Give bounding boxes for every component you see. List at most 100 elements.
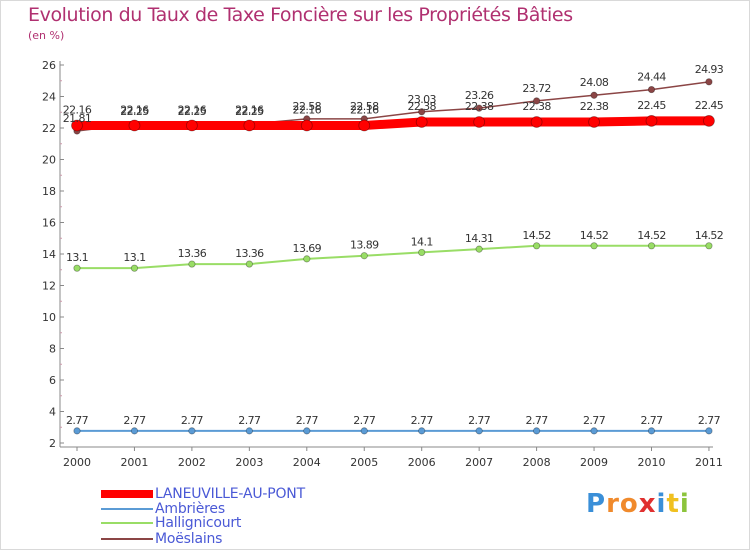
data-point-hallignicourt [647, 242, 656, 250]
y-tick-label: 18 [42, 185, 56, 198]
y-tick-label: 10 [42, 311, 56, 324]
data-label-ambri-res: 2.77 [526, 414, 549, 427]
y-tick-label: 26 [42, 59, 56, 72]
data-label-ambri-res: 2.77 [583, 414, 606, 427]
data-point-hallignicourt [188, 260, 196, 268]
data-label-ambri-res: 2.77 [698, 414, 721, 427]
series-lines [76, 81, 710, 432]
data-label-mo-slains: 24.44 [637, 71, 666, 84]
y-tick-label: 20 [42, 154, 56, 167]
data-point-laneuville-au-pont [703, 115, 715, 127]
data-point-ambri-res [303, 427, 311, 435]
data-label-mo-slains: 22.25 [120, 105, 149, 118]
data-label-ambri-res: 2.77 [353, 414, 376, 427]
data-point-laneuville-au-pont [588, 116, 600, 128]
data-label-mo-slains: 23.26 [465, 89, 494, 102]
data-label-mo-slains: 21.81 [63, 112, 92, 125]
data-label-hallignicourt: 13.89 [350, 239, 379, 252]
series-line-hallignicourt [77, 244, 709, 270]
data-point-ambri-res [647, 427, 656, 435]
data-label-hallignicourt: 14.31 [465, 232, 494, 245]
data-point-hallignicourt [303, 255, 311, 263]
legend-swatch-laneuville [101, 490, 153, 498]
x-tick-label: 2005 [350, 456, 378, 469]
data-label-hallignicourt: 13.36 [235, 247, 264, 260]
data-point-laneuville-au-pont [530, 116, 543, 128]
data-point-laneuville-au-pont [185, 119, 198, 132]
data-label-laneuville-au-pont: 22.38 [465, 100, 494, 113]
data-point-laneuville-au-pont [358, 119, 371, 132]
data-label-laneuville-au-pont: 22.16 [120, 103, 149, 116]
logo-letter: P [586, 489, 607, 519]
x-tick-label: 2000 [63, 456, 91, 469]
legend-item-laneuville: LANEUVILLE-AU-PONT [101, 486, 305, 502]
data-point-mo-slains [532, 97, 541, 105]
y-tick-label: 14 [42, 248, 56, 261]
data-point-mo-slains [590, 91, 598, 99]
data-point-laneuville-au-pont [300, 119, 313, 132]
x-tick-label: 2002 [178, 456, 206, 469]
data-label-hallignicourt: 14.52 [522, 229, 551, 242]
data-label-hallignicourt: 14.52 [695, 229, 724, 242]
proxiti-logo: Proxiti [586, 489, 690, 519]
data-point-hallignicourt [418, 248, 426, 257]
y-tick-label: 22 [42, 122, 56, 135]
x-tick-label: 2004 [293, 456, 321, 469]
legend-swatch-moeslains [101, 538, 153, 540]
data-label-laneuville-au-pont: 22.16 [235, 103, 264, 116]
data-labels: 2.77 2.77 2.77 2.77 2.77 2.77 2.77 2.77 2.77 2.77… [63, 63, 725, 427]
data-point-mo-slains [705, 78, 713, 86]
x-tick-label: 2011 [695, 456, 723, 469]
data-label-hallignicourt: 13.1 [66, 251, 88, 264]
data-label-mo-slains: 23.03 [407, 93, 436, 106]
legend-label-moeslains: Moëslains [155, 531, 223, 547]
data-point-ambri-res [73, 427, 81, 435]
data-label-mo-slains: 22.25 [235, 105, 264, 118]
data-label-laneuville-au-pont: 22.16 [350, 103, 379, 116]
legend-swatch-ambrieres [101, 508, 153, 510]
data-point-laneuville-au-pont [645, 115, 658, 127]
data-label-ambri-res: 2.77 [181, 414, 204, 427]
data-point-hallignicourt [360, 252, 368, 260]
data-point-ambri-res [532, 427, 541, 435]
chart-title: Evolution du Taux de Taxe Foncière sur l… [28, 4, 573, 26]
data-point-laneuville-au-pont [243, 119, 256, 132]
data-label-laneuville-au-pont: 22.45 [695, 99, 724, 112]
data-label-ambri-res: 2.77 [66, 414, 89, 427]
data-point-hallignicourt [532, 242, 541, 250]
data-label-mo-slains: 22.58 [293, 100, 322, 113]
y-tick-label: 2 [49, 437, 56, 450]
unit-label: (en %) [28, 29, 65, 42]
data-label-mo-slains: 24.08 [580, 76, 609, 89]
legend-item-hallignicourt: Hallignicourt [101, 515, 241, 531]
data-label-mo-slains: 22.58 [350, 100, 379, 113]
data-label-ambri-res: 2.77 [468, 414, 491, 427]
legend-label-ambrieres: Ambrières [155, 501, 225, 517]
data-label-hallignicourt: 13.1 [123, 251, 145, 264]
data-label-hallignicourt: 13.36 [178, 247, 207, 260]
logo-letter: t [666, 489, 680, 519]
data-label-ambri-res: 2.77 [296, 414, 319, 427]
data-point-hallignicourt [590, 242, 598, 250]
data-label-ambri-res: 2.77 [123, 414, 146, 427]
y-tick-label: 16 [42, 217, 56, 230]
y-tick-label: 6 [49, 374, 56, 387]
data-point-mo-slains [647, 85, 656, 94]
data-label-laneuville-au-pont: 22.16 [178, 103, 207, 116]
data-point-ambri-res [130, 427, 139, 435]
data-label-laneuville-au-pont: 22.38 [407, 100, 436, 113]
data-point-ambri-res [245, 427, 253, 435]
legend-item-moeslains: Moëslains [101, 531, 223, 547]
data-label-ambri-res: 2.77 [640, 414, 663, 427]
y-tick-label: 4 [49, 406, 56, 419]
data-point-hallignicourt [475, 245, 483, 253]
data-label-mo-slains: 24.93 [695, 63, 724, 76]
legend-item-ambrieres: Ambrières [101, 501, 225, 517]
logo-letter: i [679, 489, 690, 519]
series-points [71, 78, 715, 435]
logo-letter: r [606, 489, 620, 519]
legend-label-laneuville: LANEUVILLE-AU-PONT [155, 486, 305, 502]
x-tick-label: 2008 [523, 456, 551, 469]
data-point-ambri-res [418, 427, 426, 435]
